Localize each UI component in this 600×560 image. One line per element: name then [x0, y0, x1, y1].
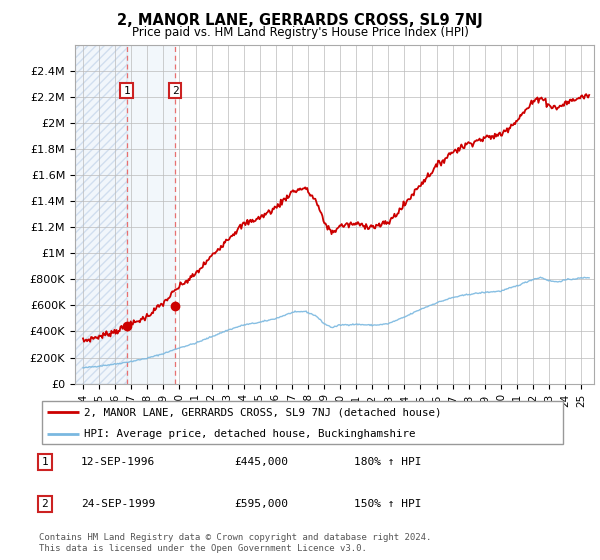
- Text: HPI: Average price, detached house, Buckinghamshire: HPI: Average price, detached house, Buck…: [84, 429, 415, 439]
- Text: 2: 2: [172, 86, 178, 96]
- Text: 180% ↑ HPI: 180% ↑ HPI: [354, 457, 421, 467]
- Bar: [75, 45, 127, 384]
- Text: 2, MANOR LANE, GERRARDS CROSS, SL9 7NJ (detached house): 2, MANOR LANE, GERRARDS CROSS, SL9 7NJ (…: [84, 408, 442, 418]
- Text: Price paid vs. HM Land Registry's House Price Index (HPI): Price paid vs. HM Land Registry's House …: [131, 26, 469, 39]
- FancyBboxPatch shape: [41, 402, 563, 444]
- Text: 2, MANOR LANE, GERRARDS CROSS, SL9 7NJ: 2, MANOR LANE, GERRARDS CROSS, SL9 7NJ: [117, 13, 483, 29]
- Text: £445,000: £445,000: [234, 457, 288, 467]
- Text: 2: 2: [41, 499, 49, 509]
- Text: 1: 1: [41, 457, 49, 467]
- Text: 1: 1: [123, 86, 130, 96]
- Text: 12-SEP-1996: 12-SEP-1996: [81, 457, 155, 467]
- Text: £595,000: £595,000: [234, 499, 288, 509]
- Bar: [75, 45, 127, 384]
- Text: Contains HM Land Registry data © Crown copyright and database right 2024.
This d: Contains HM Land Registry data © Crown c…: [39, 533, 431, 553]
- Bar: [127, 45, 175, 384]
- Text: 24-SEP-1999: 24-SEP-1999: [81, 499, 155, 509]
- Text: 150% ↑ HPI: 150% ↑ HPI: [354, 499, 421, 509]
